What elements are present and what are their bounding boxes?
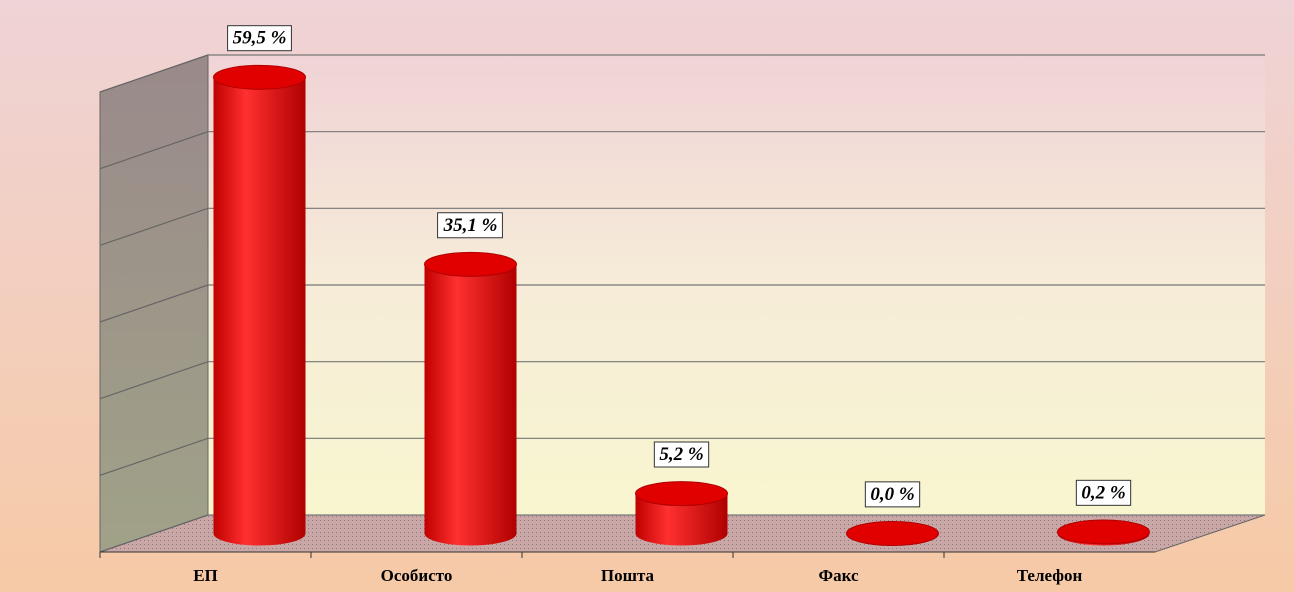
data-label: 59,5 % (233, 28, 287, 49)
data-label-box (437, 212, 503, 239)
bar-top (213, 64, 306, 90)
bar-top (635, 481, 728, 507)
bar-body (635, 493, 728, 546)
data-label: 0,2 % (1081, 482, 1125, 503)
side-grid-line (99, 207, 209, 246)
bar-body (213, 77, 306, 546)
bar-top (424, 251, 517, 277)
bar-body (424, 264, 517, 546)
side-grid-line (99, 361, 209, 400)
side-grid-line (99, 54, 209, 93)
bar (635, 481, 728, 546)
x-tick-label: Телефон (1017, 566, 1083, 585)
bar (1057, 519, 1150, 546)
data-label: 35,1 % (443, 215, 498, 236)
side-grid-line (99, 437, 209, 476)
bar-top (846, 521, 939, 546)
data-label-box (1075, 479, 1132, 506)
data-label-box (864, 481, 921, 508)
x-tick-label: ЕП (193, 566, 218, 585)
bar (213, 64, 306, 546)
x-tick-label: Особисто (381, 566, 453, 585)
side-grid-line (99, 284, 209, 323)
bar (846, 521, 939, 546)
x-tick-label: Факс (818, 566, 858, 585)
data-label: 0,0 % (870, 484, 914, 505)
data-label-box (227, 25, 292, 52)
bar-top (1057, 519, 1150, 545)
bar (424, 251, 517, 546)
data-label: 5,2 % (659, 444, 703, 465)
side-grid-line (99, 514, 209, 553)
side-grid-line (99, 131, 209, 170)
data-label-box (653, 441, 710, 468)
x-tick-label: Пошта (601, 566, 655, 585)
